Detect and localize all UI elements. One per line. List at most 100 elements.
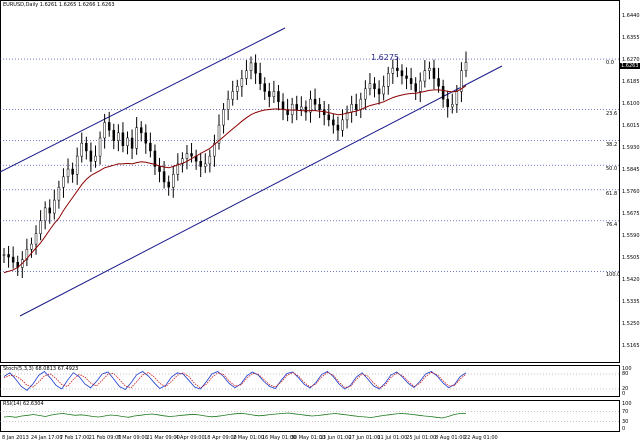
price-bar xyxy=(185,144,189,170)
price-tick-label: 1.6100 xyxy=(622,101,640,108)
price-bar xyxy=(7,245,10,268)
fibonacci-levels xyxy=(0,58,619,272)
price-bar xyxy=(66,158,70,184)
stoch-series-line xyxy=(3,370,467,391)
price-bar xyxy=(94,145,97,168)
price-bar xyxy=(258,62,262,91)
price-tick-label: 1.5335 xyxy=(622,299,640,306)
rsi-tick-label: 100 xyxy=(622,401,632,407)
price-bar xyxy=(153,144,157,176)
price-tick-label: 1.6440 xyxy=(622,13,640,20)
channel-upper-line xyxy=(0,27,286,173)
price-bar xyxy=(98,131,102,165)
fib-level-label: 50.0 xyxy=(606,166,618,173)
high-annotation: 1.6275 xyxy=(371,53,399,62)
price-bar xyxy=(75,147,79,185)
price-bar xyxy=(126,131,129,155)
price-bar xyxy=(405,67,408,90)
channel-lower-line xyxy=(19,65,503,317)
price-bar xyxy=(135,117,138,155)
price-tick-label: 1.5420 xyxy=(622,277,640,284)
moving-average-line xyxy=(3,85,467,274)
price-bar xyxy=(149,132,152,158)
price-tick-label: 1.5845 xyxy=(622,167,640,174)
price-bar xyxy=(341,109,344,137)
rsi-tick-label: 70 xyxy=(622,408,629,415)
price-bar xyxy=(144,124,148,154)
price-bar xyxy=(217,114,221,150)
price-tick-label: 1.5590 xyxy=(622,233,640,240)
rsi-panel-frame xyxy=(0,400,620,432)
date-tick-label: 8 Jan 2013 xyxy=(2,435,29,441)
price-bar xyxy=(85,136,88,160)
price-bar xyxy=(190,142,193,163)
indicator-levels xyxy=(0,373,619,422)
price-bar xyxy=(222,103,225,134)
price-bar xyxy=(313,88,317,111)
price-bar xyxy=(391,59,395,84)
price-bar xyxy=(43,201,47,230)
price-bar xyxy=(231,80,234,106)
price-bar xyxy=(130,129,134,159)
price-bar xyxy=(25,238,29,267)
price-bar xyxy=(245,60,248,85)
price-bar xyxy=(117,124,120,152)
price-bar xyxy=(354,93,358,116)
stoch-tick-label: 0 xyxy=(622,391,626,397)
price-bar xyxy=(80,132,84,163)
price-bar xyxy=(382,75,385,101)
date-tick-label: 25 Jul 01:00 xyxy=(406,435,437,441)
price-bar xyxy=(103,113,106,149)
price-bar xyxy=(204,153,207,173)
date-tick-label: 21 Feb 09:00 xyxy=(88,435,122,441)
stoch-series-line xyxy=(3,372,467,389)
date-tick-label: 24 Jan 17:00 xyxy=(30,435,63,441)
stoch-tick-label: 20 xyxy=(622,386,629,392)
price-bar xyxy=(139,121,143,142)
price-bar xyxy=(48,199,51,224)
price-bar xyxy=(71,162,74,183)
price-tick-label: 1.6355 xyxy=(622,35,640,42)
stoch-title: Stoch(5,3,3) 68.0813 67.4923 xyxy=(3,366,79,372)
price-bar xyxy=(171,165,175,198)
price-panel-frame xyxy=(0,0,620,363)
fib-level-label: 76.4 xyxy=(606,221,618,228)
price-bar xyxy=(350,95,353,123)
stoch-panel-frame xyxy=(0,365,620,397)
price-bar xyxy=(322,100,326,126)
date-tick-label: 7 Feb 17:00 xyxy=(59,435,90,441)
price-bar xyxy=(281,93,285,121)
price-tick-label: 1.5250 xyxy=(622,321,640,328)
date-tick-label: 2 May 01:00 xyxy=(233,435,265,441)
price-bar xyxy=(409,67,413,91)
price-bar xyxy=(254,54,257,84)
price-bar xyxy=(419,72,422,103)
price-bar xyxy=(30,237,33,258)
price-tick-label: 1.5165 xyxy=(622,343,640,350)
price-bar xyxy=(16,255,19,276)
price-bar xyxy=(39,210,42,241)
price-bar xyxy=(423,60,427,88)
current-price-tag: 1.6263 xyxy=(620,63,640,69)
price-bar xyxy=(432,59,436,90)
price-bar xyxy=(428,61,431,80)
price-bar xyxy=(451,93,454,114)
price-tick-label: 1.5675 xyxy=(622,211,640,218)
price-bar xyxy=(359,92,363,119)
price-bar xyxy=(318,97,321,119)
price-bar xyxy=(121,122,125,153)
date-tick-label: 27 Jun 01:00 xyxy=(348,435,381,441)
rsi-tick-label: 0 xyxy=(622,426,626,432)
stoch-tick-label: 100 xyxy=(622,366,632,372)
price-bar xyxy=(446,90,449,118)
price-bar xyxy=(414,77,417,100)
fib-level-label: 23.6 xyxy=(606,110,618,117)
stochastic-lines xyxy=(3,370,467,391)
rsi-title: RSI(14) 62.6304 xyxy=(3,401,44,407)
date-tick-label: 16 May 01:00 xyxy=(261,435,297,441)
date-tick-label: 13 Jun 01:00 xyxy=(319,435,352,441)
date-tick-label: 21 Mar 09:00 xyxy=(146,435,180,441)
rsi-series-line xyxy=(3,412,467,419)
price-bar xyxy=(176,153,180,181)
